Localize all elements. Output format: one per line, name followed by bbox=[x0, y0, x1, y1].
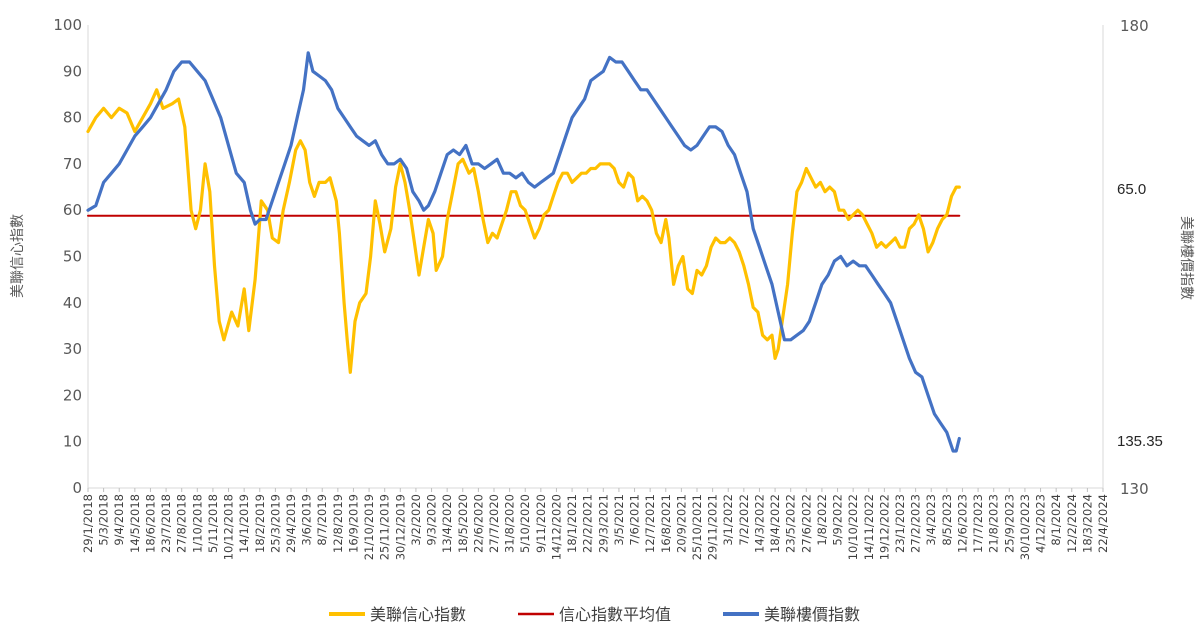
x-tick-label: 22/6/2020 bbox=[471, 494, 485, 553]
x-tick-label: 31/8/2020 bbox=[503, 494, 517, 553]
left-tick-label: 60 bbox=[63, 201, 82, 219]
x-tick-label: 3/6/2019 bbox=[300, 494, 314, 546]
confidence-index-line bbox=[86, 88, 961, 374]
legend-label-price: 美聯樓價指數 bbox=[764, 605, 860, 624]
x-tick-label: 18/5/2020 bbox=[456, 494, 470, 553]
x-tick-label: 18/3/2024 bbox=[1080, 494, 1094, 553]
x-tick-label: 8/1/2024 bbox=[1049, 494, 1063, 546]
x-tick-label: 10/10/2022 bbox=[846, 494, 860, 560]
x-tick-label: 23/5/2022 bbox=[784, 494, 798, 553]
x-tick-label: 7/2/2022 bbox=[737, 494, 751, 546]
x-axis-ticks: 29/1/2018 5/3/2018 9/4/2018 14/5/2018 18/6/2… bbox=[81, 488, 1110, 560]
x-tick-label: 17/7/2023 bbox=[971, 494, 985, 553]
price-end-label: 135.35 bbox=[1117, 433, 1163, 450]
right-axis-ticks: 130 180 bbox=[1120, 17, 1149, 498]
legend: 美聯信心指數 信心指數平均值 美聯樓價指數 bbox=[329, 605, 860, 624]
x-tick-label: 14/11/2022 bbox=[862, 494, 876, 560]
x-tick-label: 10/12/2018 bbox=[222, 494, 236, 560]
x-tick-label: 25/11/2019 bbox=[378, 494, 392, 560]
plot-axes bbox=[87, 25, 1104, 489]
left-tick-label: 40 bbox=[63, 294, 82, 312]
left-tick-label: 100 bbox=[53, 16, 82, 34]
x-tick-label: 20/9/2021 bbox=[674, 494, 688, 553]
left-axis-ticks: 0 10 20 30 40 50 60 70 80 90 100 bbox=[53, 16, 82, 497]
x-tick-label: 25/3/2019 bbox=[268, 494, 282, 553]
x-tick-label: 9/11/2020 bbox=[534, 494, 548, 553]
x-tick-label: 14/3/2022 bbox=[752, 494, 766, 553]
x-tick-label: 18/6/2018 bbox=[143, 494, 157, 553]
x-tick-label: 21/8/2023 bbox=[987, 494, 1001, 553]
x-tick-label: 29/1/2018 bbox=[81, 494, 95, 553]
left-axis-label: 美聯信心指數 bbox=[10, 214, 26, 298]
x-tick-label: 16/9/2019 bbox=[346, 494, 360, 553]
x-tick-label: 12/2/2024 bbox=[1065, 494, 1079, 553]
x-tick-label: 18/4/2022 bbox=[768, 494, 782, 553]
x-tick-label: 27/8/2018 bbox=[175, 494, 189, 553]
x-tick-label: 30/10/2023 bbox=[1018, 494, 1032, 560]
x-tick-label: 14/5/2018 bbox=[128, 494, 142, 553]
x-tick-label: 29/4/2019 bbox=[284, 494, 298, 553]
left-tick-label: 10 bbox=[63, 433, 82, 451]
x-tick-label: 3/1/2022 bbox=[721, 494, 735, 546]
x-tick-label: 22/4/2024 bbox=[1096, 494, 1110, 553]
left-tick-label: 0 bbox=[72, 479, 82, 497]
x-tick-label: 29/11/2021 bbox=[706, 494, 720, 560]
right-axis-label: 美聯樓價指數 bbox=[1178, 216, 1195, 300]
left-tick-label: 70 bbox=[63, 155, 82, 173]
x-tick-label: 25/10/2021 bbox=[690, 494, 704, 560]
x-tick-label: 22/2/2021 bbox=[581, 494, 595, 553]
x-tick-label: 1/8/2022 bbox=[815, 494, 829, 546]
series-layer bbox=[86, 51, 961, 453]
x-tick-label: 18/1/2021 bbox=[565, 494, 579, 553]
x-tick-label: 5/11/2018 bbox=[206, 494, 220, 553]
x-tick-label: 27/6/2022 bbox=[799, 494, 813, 553]
x-tick-label: 3/5/2021 bbox=[612, 494, 626, 546]
left-tick-label: 20 bbox=[63, 386, 82, 404]
x-tick-label: 3/4/2023 bbox=[924, 494, 938, 546]
x-tick-label: 14/12/2020 bbox=[549, 494, 563, 560]
legend-label-average: 信心指數平均值 bbox=[559, 605, 671, 624]
x-tick-label: 23/1/2023 bbox=[893, 494, 907, 553]
x-tick-label: 16/8/2021 bbox=[659, 494, 673, 553]
x-tick-label: 12/7/2021 bbox=[643, 494, 657, 553]
x-tick-label: 27/7/2020 bbox=[487, 494, 501, 553]
left-tick-label: 80 bbox=[63, 109, 82, 127]
x-tick-label: 9/4/2018 bbox=[112, 494, 126, 546]
x-tick-label: 27/2/2023 bbox=[909, 494, 923, 553]
x-tick-label: 5/3/2018 bbox=[97, 494, 111, 546]
right-tick-label: 180 bbox=[1120, 17, 1149, 35]
x-tick-label: 23/7/2018 bbox=[159, 494, 173, 553]
left-tick-label: 90 bbox=[63, 62, 82, 80]
x-tick-label: 21/10/2019 bbox=[362, 494, 376, 560]
left-tick-label: 30 bbox=[63, 340, 82, 358]
x-tick-label: 7/6/2021 bbox=[628, 494, 642, 546]
x-tick-label: 8/7/2019 bbox=[315, 494, 329, 546]
x-tick-label: 13/4/2020 bbox=[440, 494, 454, 553]
x-tick-label: 12/8/2019 bbox=[331, 494, 345, 553]
x-tick-label: 29/3/2021 bbox=[596, 494, 610, 553]
right-tick-label: 130 bbox=[1120, 480, 1149, 498]
left-tick-label: 50 bbox=[63, 248, 82, 266]
x-tick-label: 3/2/2020 bbox=[409, 494, 423, 546]
x-tick-label: 30/12/2019 bbox=[393, 494, 407, 560]
x-tick-label: 19/12/2022 bbox=[877, 494, 891, 560]
x-tick-label: 4/12/2023 bbox=[1034, 494, 1048, 553]
x-tick-label: 5/10/2020 bbox=[518, 494, 532, 553]
x-tick-label: 9/3/2020 bbox=[425, 494, 439, 546]
x-tick-label: 8/5/2023 bbox=[940, 494, 954, 546]
x-tick-label: 1/10/2018 bbox=[190, 494, 204, 553]
legend-label-confidence: 美聯信心指數 bbox=[370, 605, 466, 624]
x-tick-label: 5/9/2022 bbox=[831, 494, 845, 546]
x-tick-label: 12/6/2023 bbox=[955, 494, 969, 553]
x-tick-label: 18/2/2019 bbox=[253, 494, 267, 553]
x-tick-label: 25/9/2023 bbox=[1002, 494, 1016, 553]
confidence-end-label: 65.0 bbox=[1117, 181, 1146, 198]
x-tick-label: 14/1/2019 bbox=[237, 494, 251, 553]
price-index-line bbox=[86, 51, 961, 453]
